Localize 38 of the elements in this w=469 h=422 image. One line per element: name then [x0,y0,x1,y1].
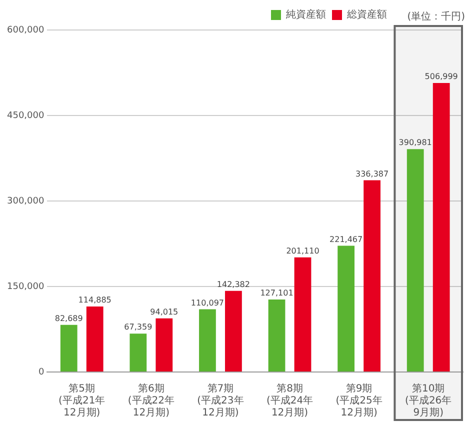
data-label: 110,097 [190,298,224,308]
y-tick-label: 600,000 [7,25,44,36]
bar [268,300,286,372]
bar [86,306,104,372]
bar [60,324,78,372]
bar [364,180,380,372]
data-label: 67,359 [124,322,152,332]
data-label: 82,689 [54,314,83,323]
data-label: 114,885 [78,296,112,305]
x-tick-label: 第10期 (平成26年9月期) [405,382,452,419]
y-tick-label: 150,000 [7,282,44,292]
data-label: 336,387 [356,169,389,178]
x-tick-label: 第5期 (平成21年12月期) [58,382,106,419]
y-tick-label: 0 [38,367,44,378]
legend-label: 純資産額 [286,8,326,21]
x-tick-label: 第7期 (平成23年12月期) [197,382,244,419]
data-label: 127,101 [260,288,294,298]
data-label: 390,981 [398,138,432,148]
y-tick-label: 450,000 [7,110,44,121]
data-label: 506,999 [424,72,458,82]
data-label: 201,110 [286,246,320,256]
bar [156,318,173,372]
x-tick-label: 第6期 (平成22年12月期) [128,382,174,419]
text: (単位：千円) [407,10,466,23]
data-label: 142,382 [216,280,250,289]
x-tick-label: 第9期 (平成25年12月期) [336,382,382,419]
x-tick-label: 第8期 (平成24年12月期) [266,382,314,419]
y-tick-label: 300,000 [7,196,44,206]
bar [294,257,312,372]
bar [130,334,147,372]
bar [406,149,424,372]
data-label: 221,467 [330,234,363,244]
data-label: 94,015 [150,307,178,316]
bar [199,309,216,372]
bar [338,246,355,372]
legend-label: 総資産額 [346,8,387,21]
bar [225,290,242,372]
bar [432,83,450,372]
